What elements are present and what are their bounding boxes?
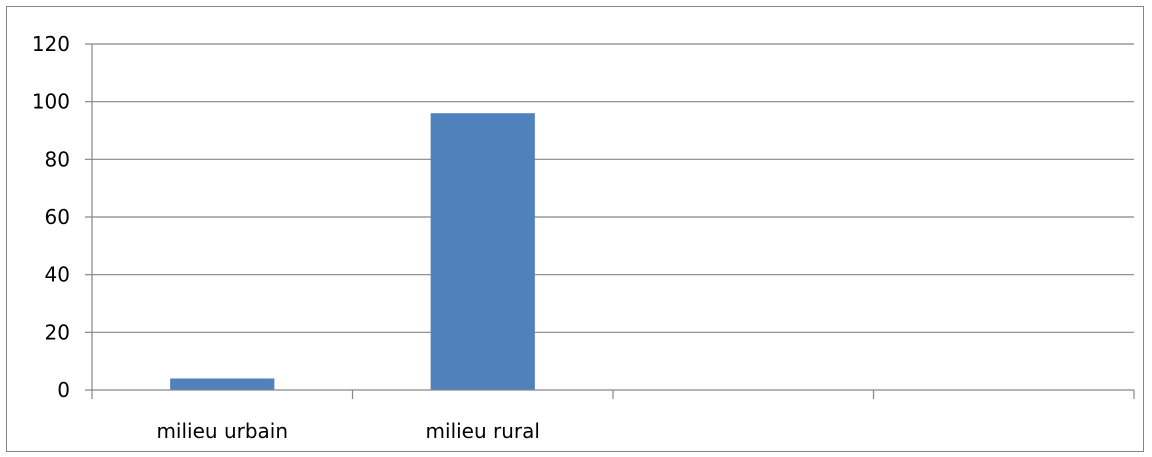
gridlines [92,43,1134,333]
y-tick-label: 80 [45,147,70,171]
x-category-label: milieu urbain [156,419,288,443]
bar-milieu-urbain [170,378,275,390]
y-tick-label: 60 [45,205,70,229]
y-tick-label: 100 [32,90,70,114]
chart-frame [6,6,1144,452]
y-tick-label: 40 [45,263,70,287]
x-category-labels: milieu urbain milieu rural [156,419,540,443]
y-tick-label: 0 [57,378,70,402]
y-tick-labels: 0 20 40 60 80 100 120 [32,32,92,402]
bars [170,113,535,390]
x-category-label: milieu rural [426,419,540,443]
y-tick-label: 120 [32,32,70,56]
bar-milieu-rural [430,113,535,390]
axes [91,44,1135,399]
y-tick-label: 20 [45,320,70,344]
